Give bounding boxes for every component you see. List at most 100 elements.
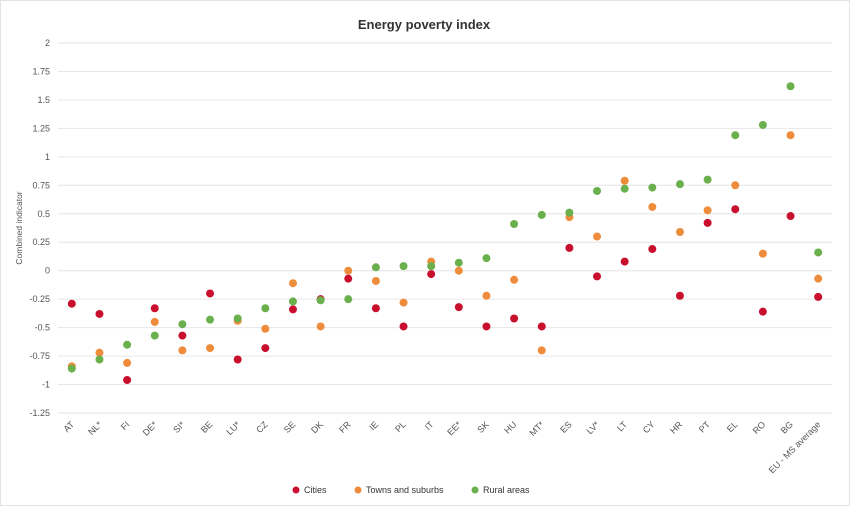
data-point[interactable] [703, 218, 712, 227]
data-point[interactable] [593, 187, 602, 195]
data-point[interactable] [758, 120, 767, 129]
data-point[interactable] [178, 346, 187, 355]
legend-item[interactable]: Towns and suburbs [354, 485, 445, 495]
data-point[interactable] [150, 317, 159, 326]
data-point[interactable] [399, 262, 408, 271]
data-point[interactable] [95, 355, 104, 364]
data-point[interactable] [814, 248, 823, 257]
data-point[interactable] [150, 304, 159, 313]
x-tick-label: ES [558, 419, 574, 435]
legend[interactable]: Cities Towns and suburbs Rural areas [292, 485, 531, 495]
data-point[interactable] [537, 210, 546, 219]
x-tick-label: EE* [445, 419, 463, 437]
data-point[interactable] [288, 279, 297, 288]
data-point[interactable] [399, 298, 408, 307]
data-point[interactable] [565, 243, 574, 252]
data-point[interactable] [510, 314, 519, 323]
data-point[interactable] [675, 291, 684, 300]
data-point[interactable] [95, 309, 104, 318]
data-point[interactable] [316, 322, 325, 331]
data-point[interactable] [261, 324, 270, 333]
x-tick-label: LT [615, 419, 629, 433]
data-point[interactable] [150, 331, 159, 340]
data-point[interactable] [206, 344, 215, 353]
data-point[interactable] [731, 131, 740, 140]
data-point[interactable] [786, 212, 795, 221]
data-point[interactable] [344, 295, 353, 304]
data-point[interactable] [67, 364, 76, 373]
data-point[interactable] [67, 299, 76, 308]
data-point[interactable] [786, 82, 795, 91]
data-point[interactable] [371, 263, 380, 272]
legend-item[interactable]: Cities [292, 485, 328, 495]
data-point[interactable] [593, 272, 602, 281]
legend-item[interactable]: Rural areas [471, 485, 531, 495]
data-point[interactable] [482, 322, 491, 331]
y-tick-label: 0.5 [37, 209, 50, 219]
data-point[interactable] [123, 375, 132, 384]
data-point[interactable] [620, 176, 629, 185]
data-point[interactable] [233, 314, 242, 323]
data-point[interactable] [648, 183, 657, 192]
data-point[interactable] [454, 266, 463, 275]
data-point[interactable] [371, 304, 380, 313]
y-tick-label: -0.5 [34, 323, 50, 333]
data-point[interactable] [427, 270, 436, 279]
data-point[interactable] [371, 276, 380, 285]
data-point[interactable] [427, 262, 436, 271]
data-point[interactable] [510, 220, 519, 229]
x-tick-label: SI* [171, 419, 187, 435]
data-point[interactable] [620, 257, 629, 266]
data-point[interactable] [482, 254, 491, 263]
data-point[interactable] [288, 297, 297, 306]
data-point[interactable] [206, 289, 215, 298]
data-point[interactable] [814, 292, 823, 301]
data-point[interactable] [95, 348, 104, 357]
x-tick-label: MT* [527, 419, 546, 438]
chart-title: Energy poverty index [358, 17, 491, 32]
data-point[interactable] [565, 208, 574, 217]
data-point[interactable] [344, 274, 353, 283]
data-point[interactable] [288, 305, 297, 314]
data-point[interactable] [206, 315, 215, 324]
data-point[interactable] [261, 344, 270, 353]
data-point[interactable] [758, 249, 767, 258]
data-point[interactable] [703, 206, 712, 215]
data-point[interactable] [178, 320, 187, 329]
data-point[interactable] [675, 227, 684, 236]
x-tick-label: HU [502, 419, 518, 435]
y-tick-label: 1.75 [32, 66, 50, 76]
data-points [67, 82, 823, 384]
x-tick-label: LU* [224, 419, 242, 437]
data-point[interactable] [261, 304, 270, 313]
y-tick-label: 1.5 [37, 95, 50, 105]
data-point[interactable] [454, 303, 463, 312]
data-point[interactable] [399, 322, 408, 331]
data-point[interactable] [675, 180, 684, 189]
data-point[interactable] [454, 258, 463, 267]
data-point[interactable] [620, 184, 629, 193]
data-point[interactable] [123, 340, 132, 349]
data-point[interactable] [233, 355, 242, 364]
y-tick-label: 0 [45, 266, 50, 276]
data-point[interactable] [316, 296, 325, 305]
data-point[interactable] [758, 307, 767, 316]
data-point[interactable] [731, 181, 740, 190]
data-point[interactable] [178, 331, 187, 340]
data-point[interactable] [703, 175, 712, 184]
data-point[interactable] [344, 266, 353, 275]
data-point[interactable] [648, 245, 657, 254]
legend-label: Rural areas [483, 485, 530, 495]
data-point[interactable] [648, 202, 657, 211]
y-tick-label: 2 [45, 38, 50, 48]
data-point[interactable] [814, 274, 823, 283]
data-point[interactable] [482, 291, 491, 300]
data-point[interactable] [537, 346, 546, 355]
data-point[interactable] [123, 358, 132, 367]
data-point[interactable] [510, 275, 519, 284]
data-point[interactable] [593, 232, 602, 241]
data-point[interactable] [786, 131, 795, 140]
x-tick-label: BE [199, 419, 215, 435]
data-point[interactable] [537, 322, 546, 331]
data-point[interactable] [731, 205, 740, 214]
